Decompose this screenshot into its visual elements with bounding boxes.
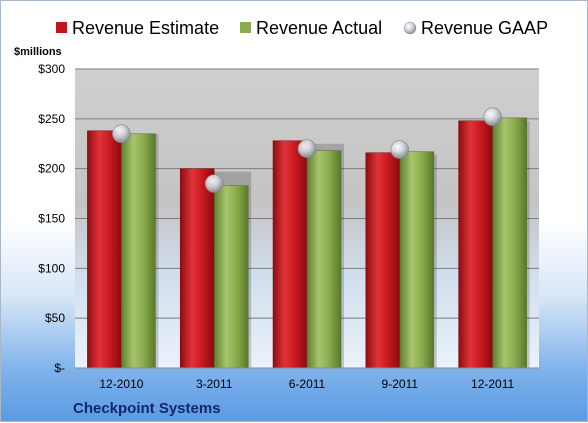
y-axis-ticks: $- $50 $100 $150 $200 $250 $300 [38, 62, 65, 375]
y-unit-label: $millions [14, 46, 62, 58]
legend-swatch-gaap [403, 21, 417, 35]
marker-revenue-gaap-3-2011 [204, 174, 224, 193]
bar-revenue-estimate-6-2011 [272, 140, 308, 369]
x-axis-ticks: 12-2010 3-2011 6-2011 9-2011 12-2011 [99, 377, 514, 391]
bar-revenue-actual-9-2011 [399, 151, 435, 369]
y-tick-label: $50 [45, 311, 65, 325]
x-tick-label: 3-2011 [196, 377, 233, 391]
legend-label-actual: Revenue Actual [256, 18, 382, 38]
legend-swatch-actual [240, 22, 251, 33]
legend-swatch-estimate [56, 22, 67, 33]
legend-label-gaap: Revenue GAAP [421, 18, 548, 38]
bar-revenue-actual-6-2011 [306, 150, 342, 369]
legend: Revenue Estimate Revenue Actual Revenue … [56, 18, 548, 38]
marker-revenue-gaap-9-2011 [390, 140, 410, 160]
bar-revenue-estimate-9-2011 [365, 152, 401, 369]
x-tick-label: 12-2011 [471, 377, 514, 391]
y-tick-label: $200 [38, 162, 65, 176]
bar-revenue-estimate-3-2011 [179, 168, 215, 369]
x-tick-label: 9-2011 [382, 377, 419, 391]
bar-revenue-estimate-12-2010 [87, 130, 122, 369]
x-tick-label: 6-2011 [289, 377, 326, 391]
company-name: Checkpoint Systems [73, 400, 221, 417]
legend-label-estimate: Revenue Estimate [72, 18, 219, 38]
bar-revenue-actual-3-2011 [213, 185, 249, 369]
y-tick-label: $- [54, 361, 65, 375]
y-tick-label: $100 [38, 261, 65, 275]
marker-revenue-gaap-6-2011 [297, 139, 317, 159]
gaap-markers [112, 107, 502, 193]
marker-revenue-gaap-12-2010 [112, 124, 131, 144]
bar-revenue-actual-12-2011 [492, 117, 527, 369]
x-tick-label: 12-2010 [99, 377, 143, 391]
y-tick-label: $250 [38, 112, 65, 126]
bar-revenue-actual-12-2010 [121, 133, 156, 369]
y-tick-label: $150 [38, 212, 65, 226]
bars [87, 117, 530, 369]
y-tick-label: $300 [38, 62, 65, 76]
marker-revenue-gaap-12-2011 [483, 107, 502, 127]
bar-revenue-estimate-12-2011 [458, 120, 493, 369]
